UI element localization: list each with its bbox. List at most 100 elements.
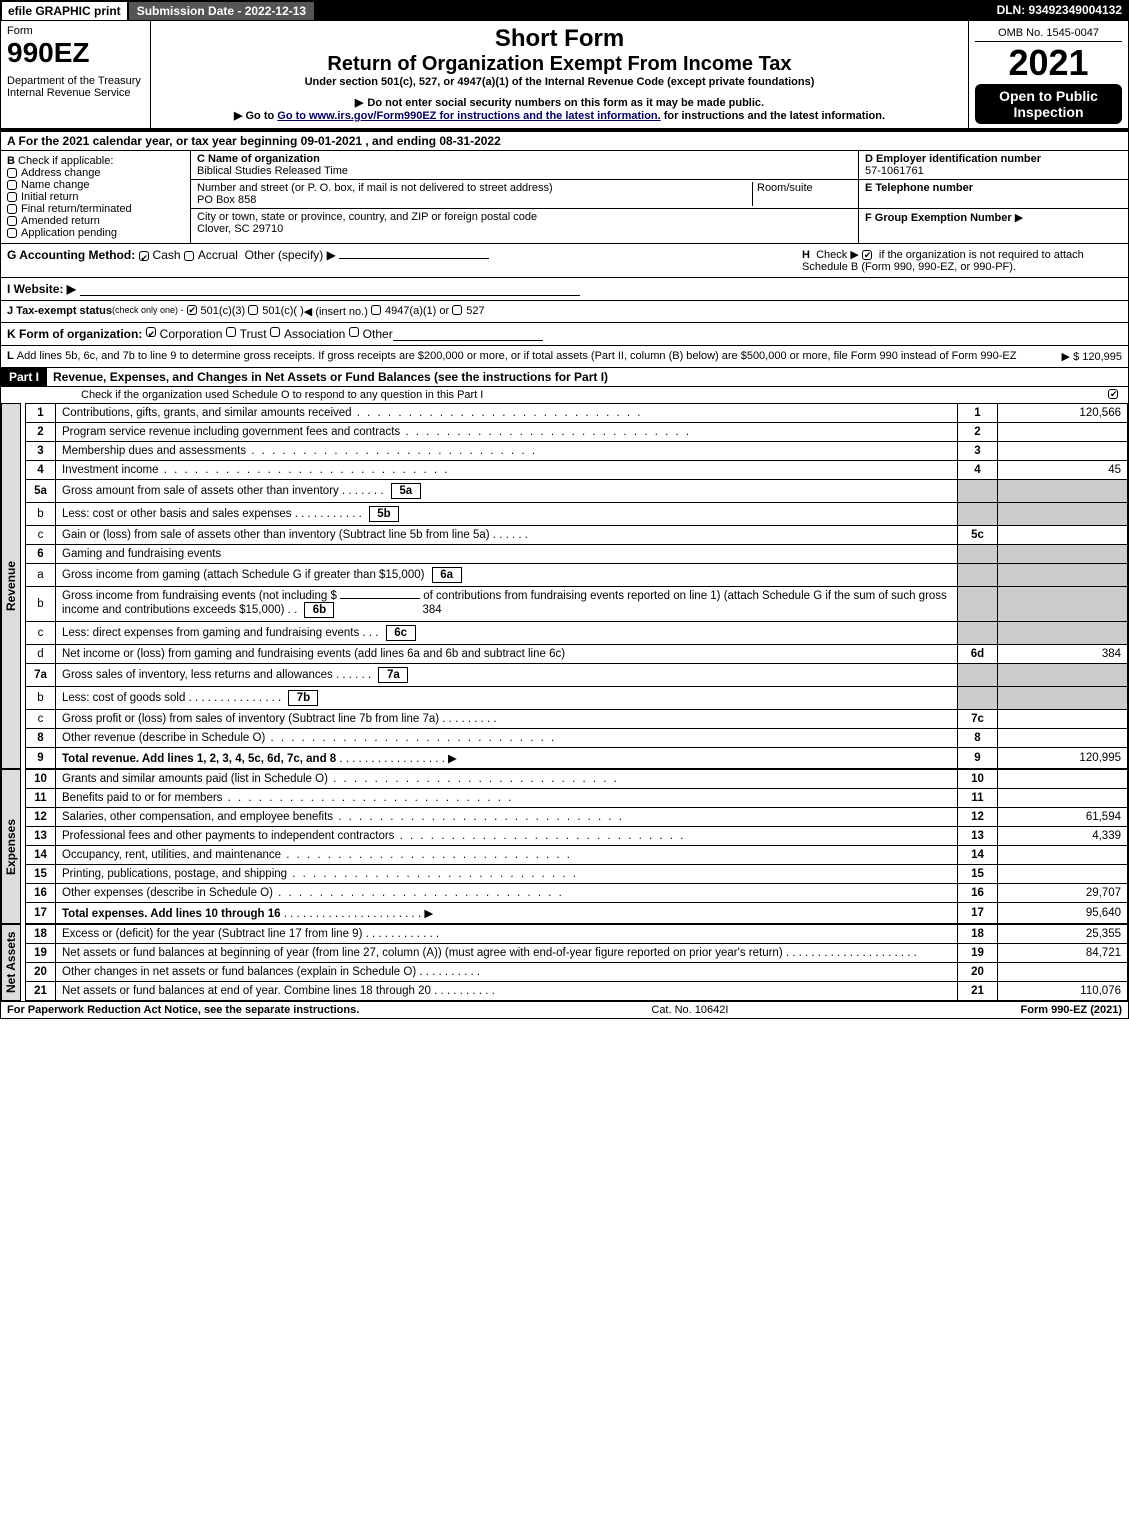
line-14-num: 14 [26,846,56,865]
arrow-icon: ▶ [1015,212,1023,224]
checkbox-527[interactable] [452,305,462,315]
checkbox-association[interactable] [270,327,280,337]
netassets-table: 18Excess or (deficit) for the year (Subt… [25,924,1128,1001]
line-6b-sub: 6b [304,602,334,618]
checkbox-address-change[interactable] [7,168,17,178]
line-9-num: 9 [26,748,56,769]
section-l-label: L [7,350,14,363]
line-6a-sub: 6a [432,567,462,583]
check-if-applicable: Check if applicable: [18,155,113,167]
line-14-text: Occupancy, rent, utilities, and maintena… [56,846,958,865]
checkbox-accrual[interactable] [184,251,194,261]
line-19-amt: 84,721 [998,944,1128,963]
checkbox-corporation[interactable] [146,327,156,337]
entity-info-row: B Check if applicable: Address change Na… [1,150,1128,243]
line-17-ref: 17 [958,903,998,924]
line-7b-text: Less: cost of goods sold . . . . . . . .… [56,687,958,710]
opt-501c: 501(c)( ) [262,305,304,318]
short-form-title: Short Form [157,25,962,53]
name-label: C Name of organization [197,153,320,165]
line-6c-num: c [26,622,56,645]
line-6b-text: Gross income from fundraising events (no… [56,587,958,622]
main-title: Return of Organization Exempt From Incom… [157,53,962,76]
line-7b-amt-shaded [998,687,1128,710]
line-5c-amt [998,526,1128,545]
other-org-line [393,327,543,341]
line-8-ref: 8 [958,729,998,748]
line-10-text: Grants and similar amounts paid (list in… [56,770,958,789]
form-header: Form 990EZ Department of the Treasury In… [1,21,1128,130]
opt-other-org: Other [363,327,393,341]
line-7b-ref-shaded [958,687,998,710]
checkbox-cash[interactable] [139,251,149,261]
website-line [80,282,580,296]
line-5a-sub: 5a [391,483,421,499]
checkbox-other-org[interactable] [349,327,359,337]
insert-no: ◀ (insert no.) [304,305,368,318]
section-h-label: H [802,249,810,261]
omb-number: OMB No. 1545-0047 [975,25,1122,42]
opt-other: Other (specify) ▶ [245,248,336,262]
warning-1: Do not enter social security numbers on … [157,96,962,109]
opt-corporation: Corporation [160,327,223,341]
checkbox-4947[interactable] [371,305,381,315]
line-16-ref: 16 [958,884,998,903]
checkbox-schedule-o[interactable] [1108,389,1118,399]
header-mid: Short Form Return of Organization Exempt… [151,21,968,128]
line-3-text: Membership dues and assessments [56,442,958,461]
line-5a-text: Gross amount from sale of assets other t… [56,480,958,503]
checkbox-name-change[interactable] [7,180,17,190]
line-11-num: 11 [26,789,56,808]
line-19-num: 19 [26,944,56,963]
line-21-amt: 110,076 [998,982,1128,1001]
website-label: I Website: ▶ [7,282,76,296]
irs-label: Internal Revenue Service [7,87,144,99]
checkbox-501c3[interactable] [187,305,197,315]
checkbox-schedule-b[interactable] [862,250,872,260]
line-6b-amt-shaded [998,587,1128,622]
accounting-label: G Accounting Method: [7,248,135,262]
line-6b-subamt: 384 [342,604,442,616]
line-20-num: 20 [26,963,56,982]
line-1-num: 1 [26,404,56,423]
dept-label: Department of the Treasury [7,75,144,87]
line-18-amt: 25,355 [998,925,1128,944]
line-6d-text: Net income or (loss) from gaming and fun… [56,645,958,664]
part-1-badge: Part I [1,368,47,386]
line-17-num: 17 [26,903,56,924]
header-right: OMB No. 1545-0047 2021 Open to Public In… [968,21,1128,128]
line-5a-amt-shaded [998,480,1128,503]
checkbox-initial-return[interactable] [7,192,17,202]
line-4-num: 4 [26,461,56,480]
checkbox-final-return[interactable] [7,204,17,214]
checkbox-trust[interactable] [226,327,236,337]
line-4-text: Investment income [56,461,958,480]
line-21-num: 21 [26,982,56,1001]
irs-link[interactable]: Go to www.irs.gov/Form990EZ for instruct… [277,110,660,122]
revenue-table: 1Contributions, gifts, grants, and simil… [25,403,1128,769]
efile-label: efile GRAPHIC print [1,1,128,21]
revenue-side-label: Revenue [1,403,21,769]
line-6d-amt: 384 [998,645,1128,664]
checkbox-501c[interactable] [248,305,258,315]
line-17-text: Total expenses. Add lines 10 through 16 … [56,903,958,924]
line-18-text: Excess or (deficit) for the year (Subtra… [56,925,958,944]
footer-right: Form 990-EZ (2021) [1021,1004,1122,1016]
line-7a-amt-shaded [998,664,1128,687]
line-4-amt: 45 [998,461,1128,480]
checkbox-amended-return[interactable] [7,216,17,226]
line-7a-sub: 7a [378,667,408,683]
line-15-amt [998,865,1128,884]
line-1-amt: 120,566 [998,404,1128,423]
line-6a-ref-shaded [958,564,998,587]
opt-initial-return: Initial return [21,191,78,203]
line-7a-num: 7a [26,664,56,687]
addr-label: Number and street (or P. O. box, if mail… [197,182,553,194]
part-1-title: Revenue, Expenses, and Changes in Net As… [47,368,614,386]
section-k: K Form of organization: Corporation Trus… [1,322,1128,345]
line-1-text: Contributions, gifts, grants, and simila… [56,404,958,423]
checkbox-application-pending[interactable] [7,228,17,238]
tax-year: 2021 [975,42,1122,84]
line-7c-amt [998,710,1128,729]
line-16-text: Other expenses (describe in Schedule O) [56,884,958,903]
